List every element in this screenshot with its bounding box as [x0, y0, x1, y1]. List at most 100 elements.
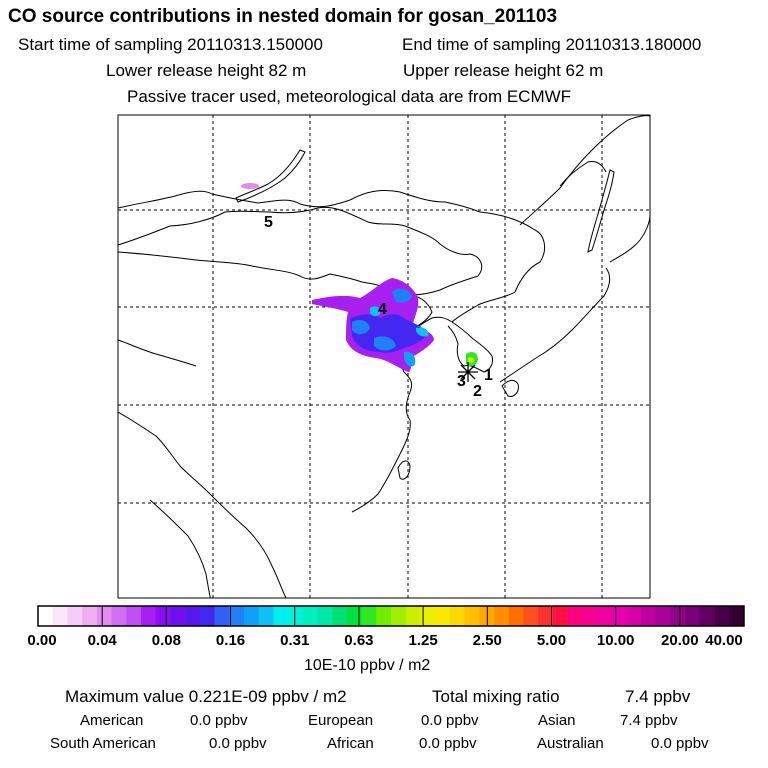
coastlines [118, 115, 650, 598]
plume-cell [241, 183, 259, 189]
colorbar-swatch [641, 606, 657, 626]
colorbar-swatch [258, 606, 274, 626]
japan-honshu [499, 267, 611, 383]
region-name-south-american: South American [50, 735, 156, 752]
colorbar-tick-label: 40.00 [705, 632, 743, 649]
colorbar-swatch [96, 606, 112, 626]
colorbar-tick-label: 1.25 [408, 632, 438, 649]
colorbar-swatch [185, 606, 201, 626]
colorbar-tick-label: 0.63 [344, 632, 374, 649]
colorbar-swatch [155, 606, 171, 626]
region-value-european: 0.0 ppbv [421, 712, 479, 729]
colorbar-swatch [435, 606, 451, 626]
colorbar-swatch [111, 606, 127, 626]
colorbar-swatch [273, 606, 289, 626]
maximum-value-label: Maximum value 0.221E-09 ppbv / m2 [65, 687, 347, 706]
tibet-border [118, 339, 197, 367]
japan-hokkaido [609, 214, 650, 263]
colorbar-swatch [685, 606, 701, 626]
colorbar-swatch [714, 606, 730, 626]
colorbar-swatch [38, 606, 54, 626]
colorbar-swatch [82, 606, 98, 626]
plume-cell [404, 351, 416, 367]
indochina-border [149, 499, 211, 598]
chart-title: CO source contributions in nested domain… [8, 6, 558, 27]
colorbar-tick-label: 0.16 [215, 632, 246, 649]
region-value-african: 0.0 ppbv [419, 735, 477, 752]
colorbar-swatch [243, 606, 260, 626]
russia-border [118, 189, 546, 323]
colorbar-swatch [523, 606, 539, 626]
source-label-3: 3 [457, 373, 466, 390]
colorbar-swatch [346, 606, 362, 626]
colorbar-swatch [670, 606, 686, 626]
total-mixing-label: Total mixing ratio [432, 687, 560, 706]
colorbar-swatch [655, 606, 671, 626]
colorbar-swatch [493, 606, 510, 626]
region-value-asian: 7.4 ppbv [620, 712, 678, 729]
colorbar-swatch [449, 606, 465, 626]
colorbar-swatch [567, 606, 583, 626]
mongolia-border [118, 206, 483, 296]
colorbar-tick-label: 5.00 [536, 632, 567, 649]
colorbar-tick-label: 0.04 [87, 632, 117, 649]
colorbar-tick-label: 0.08 [151, 632, 181, 649]
region-name-asian: Asian [538, 712, 576, 729]
plume-cell [370, 306, 381, 317]
gosan-station-marker [458, 362, 478, 382]
colorbar-swatch [199, 606, 215, 626]
colorbar-swatch [229, 606, 245, 626]
map-frame [117, 114, 651, 599]
region-value-south-american: 0.0 ppbv [209, 735, 267, 752]
sakhalin [587, 169, 615, 253]
colorbar-tick-label: 20.00 [661, 632, 699, 649]
source-label-1: 1 [484, 367, 493, 384]
plume-cell [392, 288, 412, 303]
plume-cell [416, 327, 429, 337]
plume-cell [352, 320, 370, 335]
region-name-australian: Australian [537, 735, 604, 752]
colorbar-swatch [67, 606, 83, 626]
source-label-4: 4 [378, 301, 387, 318]
colorbar-tick-label: 2.50 [472, 632, 502, 649]
region-name-american: American [80, 712, 144, 729]
end-time-label: End time of sampling 20110313.180000 [402, 35, 702, 54]
start-time-label: Start time of sampling 20110313.150000 [18, 35, 323, 54]
colorbar-swatch [52, 606, 68, 626]
lake-baikal [235, 149, 306, 203]
colorbar-swatch [420, 606, 436, 626]
source-label-2: 2 [473, 383, 482, 400]
colorbar-swatch [214, 606, 230, 626]
colorbar-swatch [405, 606, 421, 626]
colorbar-unit-label: 10E-10 ppbv / m2 [304, 657, 431, 674]
colorbar-swatch [288, 606, 304, 626]
region-value-american: 0.0 ppbv [190, 712, 248, 729]
source-label-5: 5 [264, 214, 273, 231]
sea-okhotsk-coast [559, 161, 607, 187]
plume-cell [350, 314, 428, 353]
colorbar-swatch [391, 606, 407, 626]
colorbar-swatch [626, 606, 642, 626]
colorbar-tick-label: 0.00 [27, 632, 57, 649]
colorbar-swatch [464, 606, 480, 626]
colorbar-swatch [508, 606, 524, 626]
colorbar-swatch [699, 606, 715, 626]
colorbar [37, 605, 745, 627]
map-area [118, 115, 650, 598]
total-mixing-value: 7.4 ppbv [625, 687, 691, 706]
tracer-label: Passive tracer used, meteorological data… [127, 87, 572, 106]
colorbar-swatch [302, 606, 318, 626]
korea-peninsula [447, 321, 493, 373]
plume-cell [374, 336, 396, 351]
upper-release-label: Upper release height 62 m [403, 61, 604, 80]
colorbar-swatch [582, 606, 598, 626]
colorbar-swatch [552, 606, 568, 626]
colorbar-swatch [317, 606, 333, 626]
colorbar-tick-label: 0.31 [280, 632, 310, 649]
plume-cell [468, 357, 474, 363]
colorbar-swatch [170, 606, 186, 626]
colorbar-swatch [126, 606, 142, 626]
japan-kyushu [501, 379, 519, 397]
colorbar-swatch [538, 606, 554, 626]
